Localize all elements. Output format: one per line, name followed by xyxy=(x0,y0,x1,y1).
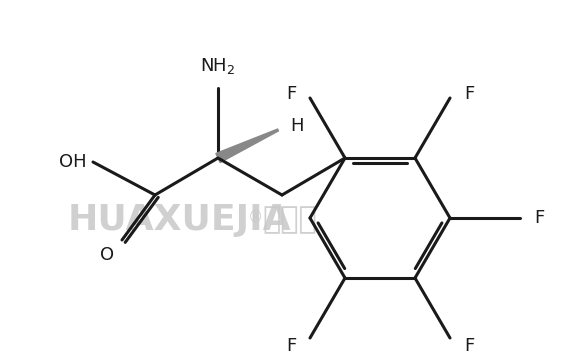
Text: H: H xyxy=(290,117,304,135)
Text: F: F xyxy=(464,337,474,355)
Text: O: O xyxy=(100,246,114,264)
Text: F: F xyxy=(534,209,544,227)
Text: 化学加: 化学加 xyxy=(262,205,317,234)
Text: NH$_2$: NH$_2$ xyxy=(201,56,236,76)
Text: F: F xyxy=(464,85,474,103)
Text: ®: ® xyxy=(248,209,263,224)
Text: OH: OH xyxy=(60,153,87,171)
Text: F: F xyxy=(286,337,296,355)
Polygon shape xyxy=(216,129,278,163)
Text: F: F xyxy=(286,85,296,103)
Text: HUAXUEJIA: HUAXUEJIA xyxy=(68,203,292,237)
